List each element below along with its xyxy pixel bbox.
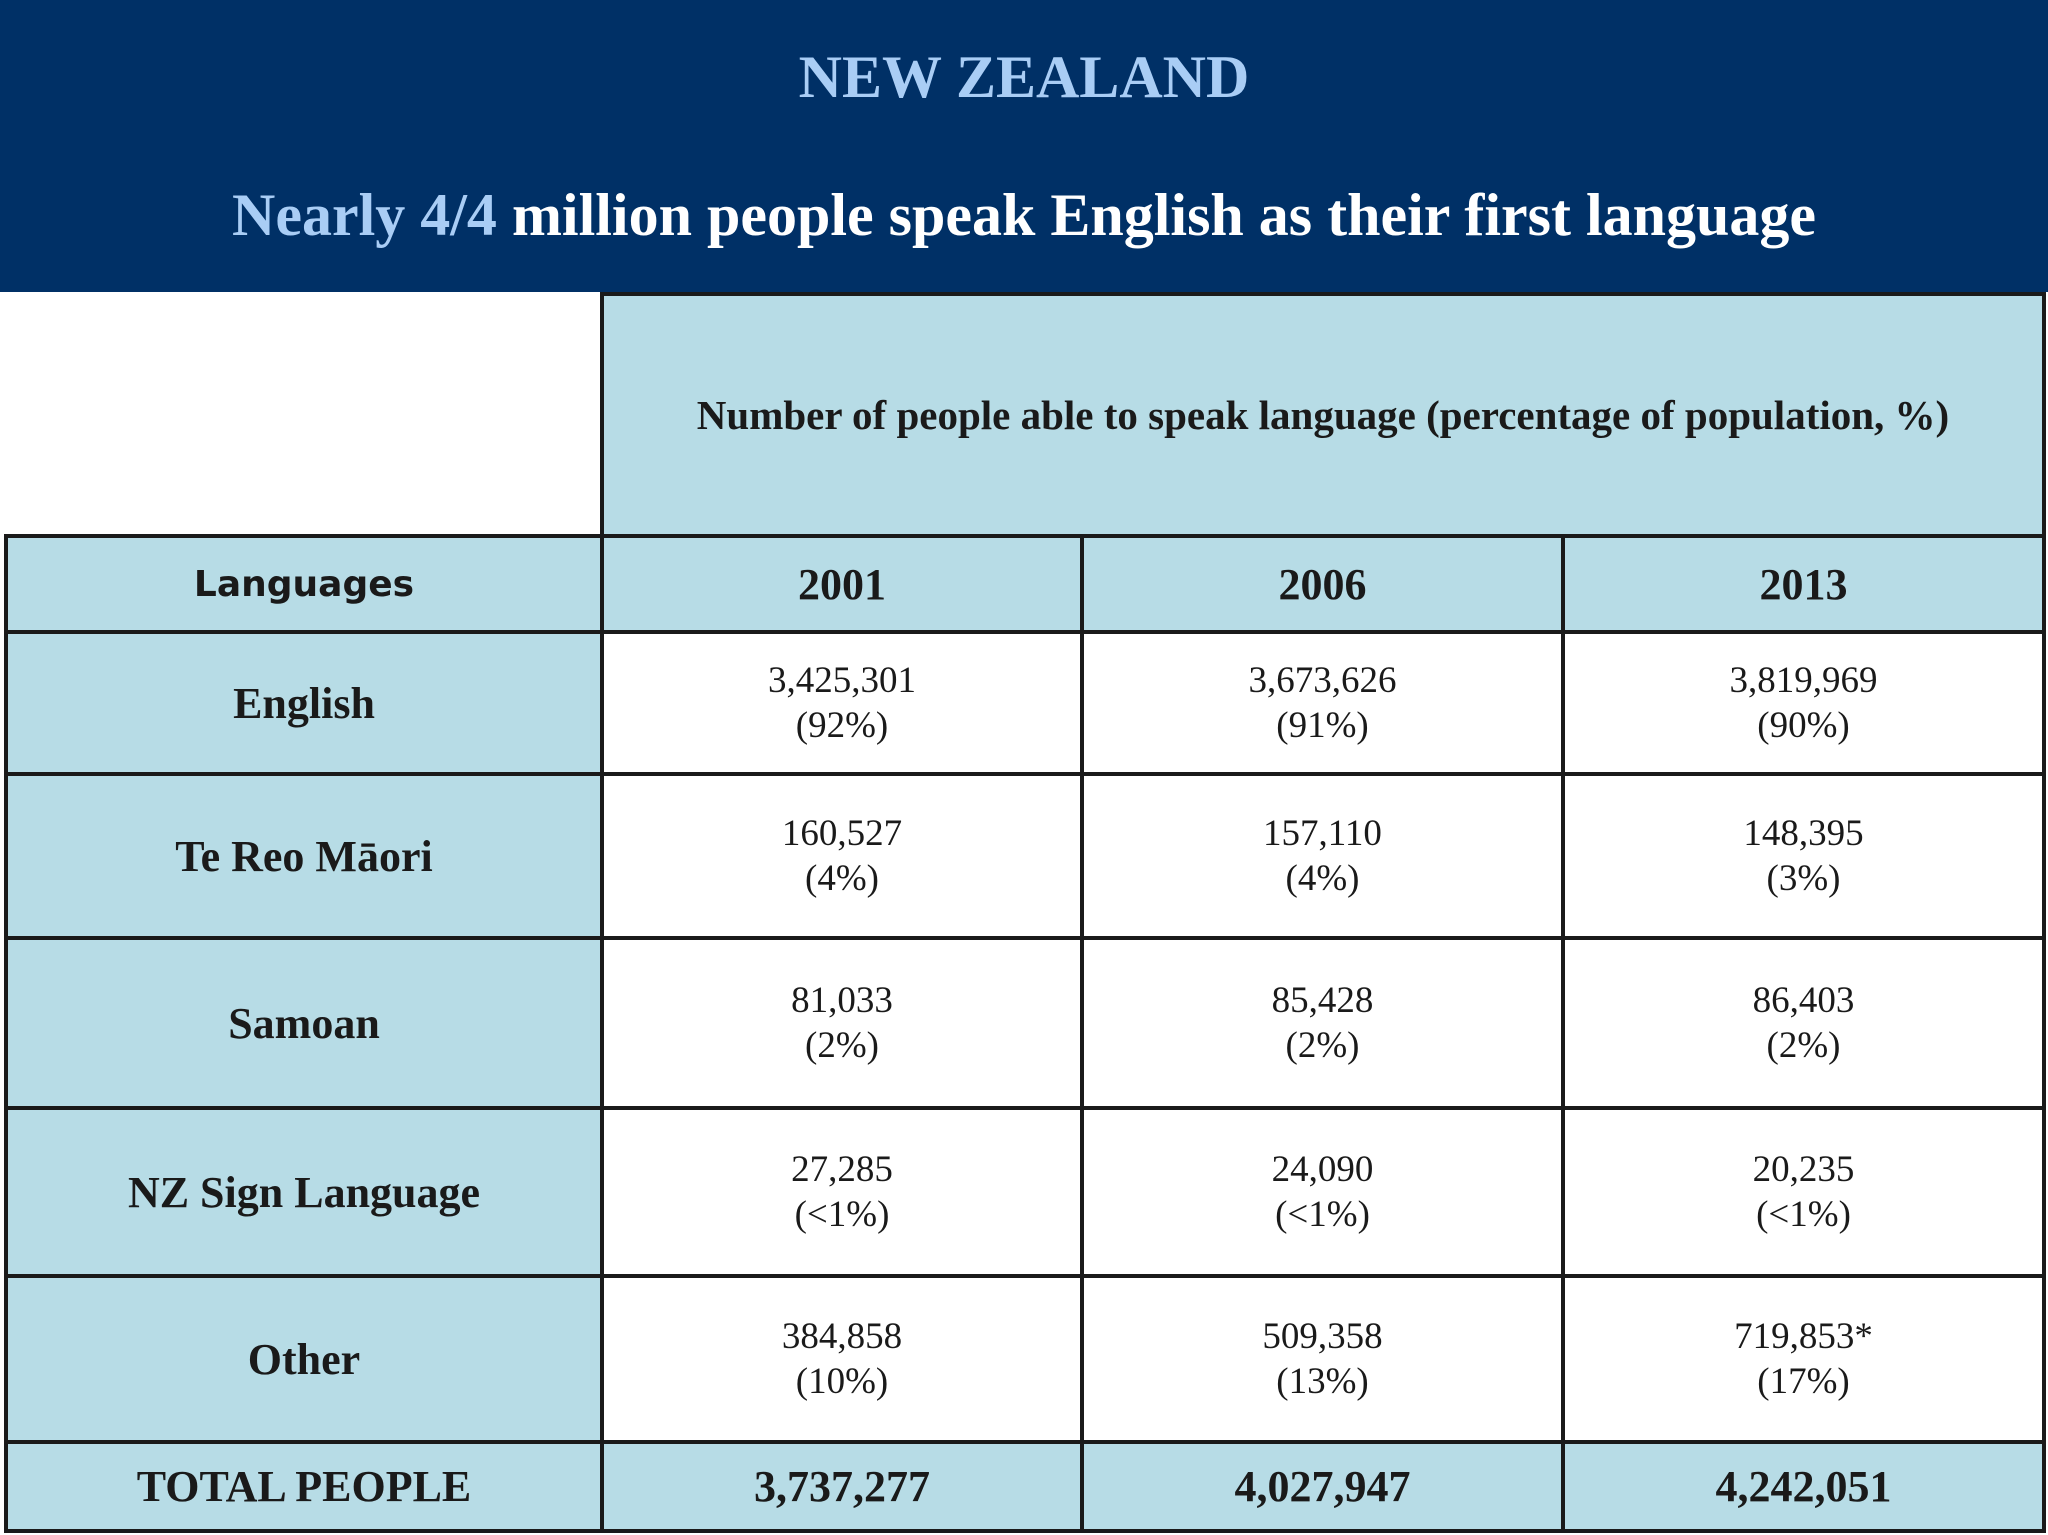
row-label-nz-sign-language: NZ Sign Language (4, 1106, 604, 1278)
slide-title: NEW ZEALAND (798, 44, 1250, 110)
cell-count: 160,527 (781, 813, 903, 854)
cell-percentage: (2%) (1766, 1025, 1841, 1066)
table-cell: 148,395 (3%) (1561, 772, 2046, 940)
table-cell: 719,853* (17%) (1561, 1274, 2046, 1444)
total-label: TOTAL PEOPLE (4, 1440, 604, 1533)
cell-count: 27,285 (791, 1149, 893, 1190)
cell-percentage: (17%) (1757, 1361, 1850, 1402)
cell-percentage: (4%) (1285, 858, 1360, 899)
table-cell: 3,819,969 (90%) (1561, 630, 2046, 776)
cell-count: 157,110 (1263, 813, 1382, 854)
subtitle-text: million people speak English as their fi… (496, 182, 1816, 248)
cell-count: 81,033 (791, 980, 893, 1021)
cell-count: 86,403 (1752, 980, 1855, 1021)
cell-percentage: (91%) (1276, 705, 1369, 746)
table-cell: 3,425,301 (92%) (600, 630, 1084, 776)
table-cell: 3,673,626 (91%) (1080, 630, 1565, 776)
cell-percentage: (3%) (1766, 858, 1841, 899)
table-cell: 509,358 (13%) (1080, 1274, 1565, 1444)
table-cell: 20,235 (<1%) (1561, 1106, 2046, 1278)
row-label-other: Other (4, 1274, 604, 1444)
cell-count: 3,819,969 (1729, 660, 1878, 701)
cell-percentage: (92%) (795, 705, 889, 746)
total-2013: 4,242,051 (1561, 1440, 2046, 1533)
cell-percentage: (2%) (805, 1025, 879, 1066)
table-cell: 27,285 (<1%) (600, 1106, 1084, 1278)
subtitle-highlight: Nearly 4/4 (232, 182, 497, 248)
cell-percentage: (<1%) (794, 1194, 890, 1235)
cell-percentage: (2%) (1285, 1025, 1360, 1066)
cell-count: 24,090 (1271, 1149, 1374, 1190)
cell-percentage: (13%) (1276, 1361, 1369, 1402)
table-cell: 160,527 (4%) (600, 772, 1084, 940)
cell-count: 20,235 (1752, 1149, 1855, 1190)
total-2006: 4,027,947 (1080, 1440, 1565, 1533)
slide-header: NEW ZEALAND Nearly 4/4 million people sp… (0, 0, 2048, 292)
cell-percentage: (10%) (795, 1361, 889, 1402)
table-cell: 24,090 (<1%) (1080, 1106, 1565, 1278)
cell-percentage: (90%) (1757, 705, 1850, 746)
row-label-te-reo-maori: Te Reo Māori (4, 772, 604, 940)
table-cell: 157,110 (4%) (1080, 772, 1565, 940)
table-caption: Number of people able to speak language … (600, 292, 2046, 538)
table-cell: 85,428 (2%) (1080, 936, 1565, 1110)
row-label-samoan: Samoan (4, 936, 604, 1110)
year-header-2013: 2013 (1561, 534, 2046, 634)
table-cell: 81,033 (2%) (600, 936, 1084, 1110)
table-cell: 384,858 (10%) (600, 1274, 1084, 1444)
languages-column-header: Languages (4, 534, 604, 634)
table-cell: 86,403 (2%) (1561, 936, 2046, 1110)
total-2001: 3,737,277 (600, 1440, 1084, 1533)
cell-count: 384,858 (781, 1316, 903, 1357)
cell-count: 719,853* (1734, 1316, 1873, 1357)
cell-percentage: (4%) (805, 858, 879, 899)
cell-count: 3,673,626 (1248, 660, 1397, 701)
cell-count: 148,395 (1743, 813, 1864, 854)
cell-count: 509,358 (1262, 1316, 1383, 1357)
cell-count: 85,428 (1271, 980, 1374, 1021)
year-header-2006: 2006 (1080, 534, 1565, 634)
year-header-2001: 2001 (600, 534, 1084, 634)
slide-subtitle: Nearly 4/4 million people speak English … (0, 180, 2048, 250)
row-label-english: English (4, 630, 604, 776)
cell-percentage: (<1%) (1275, 1194, 1370, 1235)
cell-count: 3,425,301 (768, 660, 916, 701)
cell-percentage: (<1%) (1756, 1194, 1851, 1235)
